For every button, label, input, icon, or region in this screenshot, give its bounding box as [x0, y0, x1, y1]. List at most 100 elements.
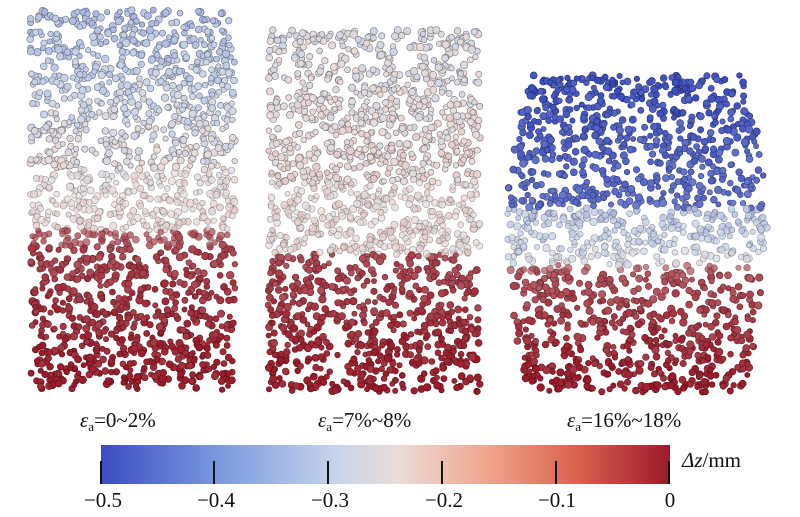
particle — [399, 320, 407, 328]
particle — [558, 191, 567, 199]
particle — [103, 281, 110, 289]
particle — [346, 228, 355, 237]
particle — [67, 142, 75, 150]
particle — [301, 179, 308, 187]
particle — [284, 330, 293, 339]
particle — [603, 190, 611, 198]
particle — [181, 179, 188, 187]
particle — [680, 168, 688, 176]
particle — [712, 371, 720, 379]
particle — [116, 42, 123, 49]
particle — [51, 325, 58, 332]
particle — [203, 58, 210, 66]
particle — [72, 145, 80, 153]
particle — [421, 69, 429, 78]
particle — [653, 253, 661, 260]
particle — [347, 189, 355, 196]
particle — [165, 196, 174, 205]
particle — [160, 126, 167, 133]
particle — [412, 133, 421, 141]
particle — [199, 70, 207, 78]
particle — [31, 78, 39, 86]
particle — [358, 64, 367, 73]
particle — [41, 273, 50, 282]
particle — [680, 384, 687, 392]
particle — [206, 337, 213, 344]
particle — [370, 348, 379, 357]
particle — [457, 281, 465, 290]
particle — [428, 358, 436, 365]
particle — [189, 206, 196, 213]
particle — [701, 250, 710, 259]
particle — [707, 366, 714, 373]
particle — [686, 340, 695, 349]
particle — [397, 263, 404, 270]
particle — [457, 221, 465, 228]
particle — [282, 309, 291, 319]
particle — [713, 312, 721, 320]
particle — [550, 209, 558, 217]
particle — [681, 175, 688, 183]
particle — [208, 66, 215, 73]
particle — [206, 241, 213, 248]
particle — [181, 102, 188, 109]
particle — [265, 74, 273, 82]
particle — [451, 377, 458, 384]
particle — [229, 249, 237, 257]
particle — [200, 136, 207, 143]
particle — [707, 85, 715, 92]
particle — [191, 357, 198, 364]
particle — [104, 377, 113, 385]
particle — [413, 355, 420, 362]
particle — [225, 34, 232, 42]
particle — [398, 372, 406, 379]
particle — [130, 309, 137, 316]
particle — [668, 317, 676, 325]
particle — [438, 354, 445, 362]
particle — [113, 96, 120, 104]
particle — [215, 110, 222, 117]
particle — [26, 47, 35, 56]
particle — [176, 9, 184, 17]
particle — [647, 77, 656, 85]
particle — [679, 271, 687, 279]
particle — [40, 7, 49, 16]
particle — [612, 324, 618, 331]
particle — [410, 67, 419, 76]
particle — [134, 125, 142, 132]
particle — [738, 120, 745, 127]
particle — [69, 215, 78, 223]
particle — [521, 374, 530, 383]
particle — [272, 213, 281, 222]
particle — [528, 229, 534, 236]
particle — [363, 39, 371, 47]
particle — [91, 68, 98, 75]
particle — [165, 34, 172, 41]
particle — [138, 159, 145, 166]
particle — [208, 207, 217, 216]
particle — [558, 129, 565, 136]
particle — [281, 146, 288, 154]
particle — [742, 205, 751, 214]
particle — [616, 73, 623, 80]
particle — [449, 183, 456, 190]
particle — [647, 132, 654, 139]
particle — [353, 89, 360, 96]
particle — [152, 125, 160, 132]
particle — [369, 84, 377, 92]
particle — [111, 138, 118, 145]
particle — [719, 118, 726, 125]
particle — [131, 344, 138, 352]
particle — [372, 202, 380, 211]
particle — [193, 218, 201, 226]
particle — [48, 99, 57, 108]
particle — [574, 136, 581, 143]
particle — [341, 153, 348, 160]
particle — [220, 215, 227, 222]
particle — [727, 161, 734, 169]
particle — [141, 365, 148, 372]
particle — [307, 194, 315, 201]
particle — [132, 67, 141, 76]
particle — [328, 41, 337, 50]
particle — [345, 46, 352, 53]
